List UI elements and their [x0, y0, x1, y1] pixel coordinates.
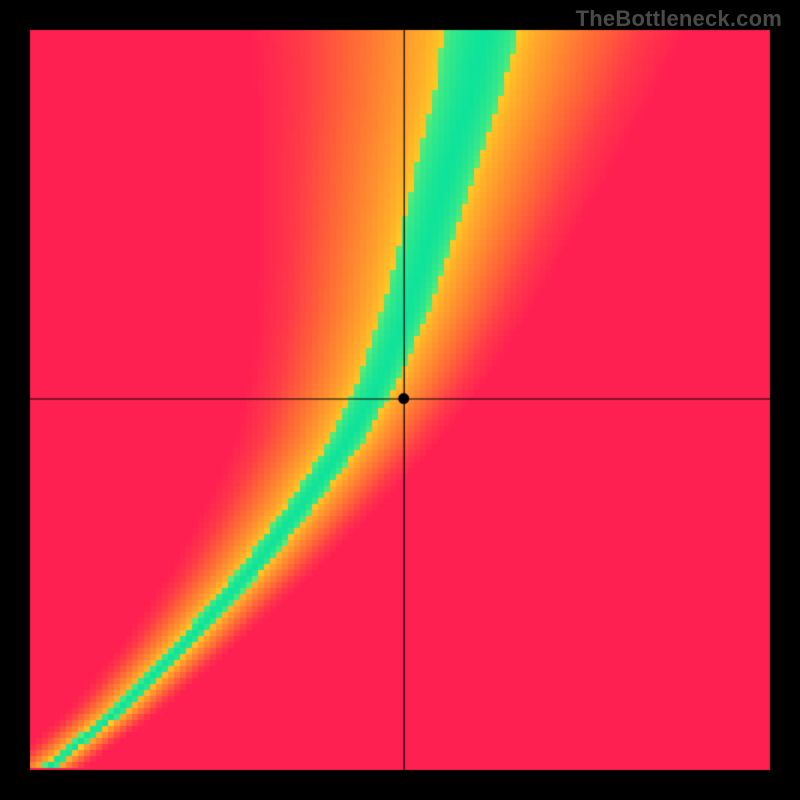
chart-container: TheBottleneck.com: [0, 0, 800, 800]
bottleneck-heatmap: [0, 0, 800, 800]
watermark-text: TheBottleneck.com: [576, 6, 782, 32]
